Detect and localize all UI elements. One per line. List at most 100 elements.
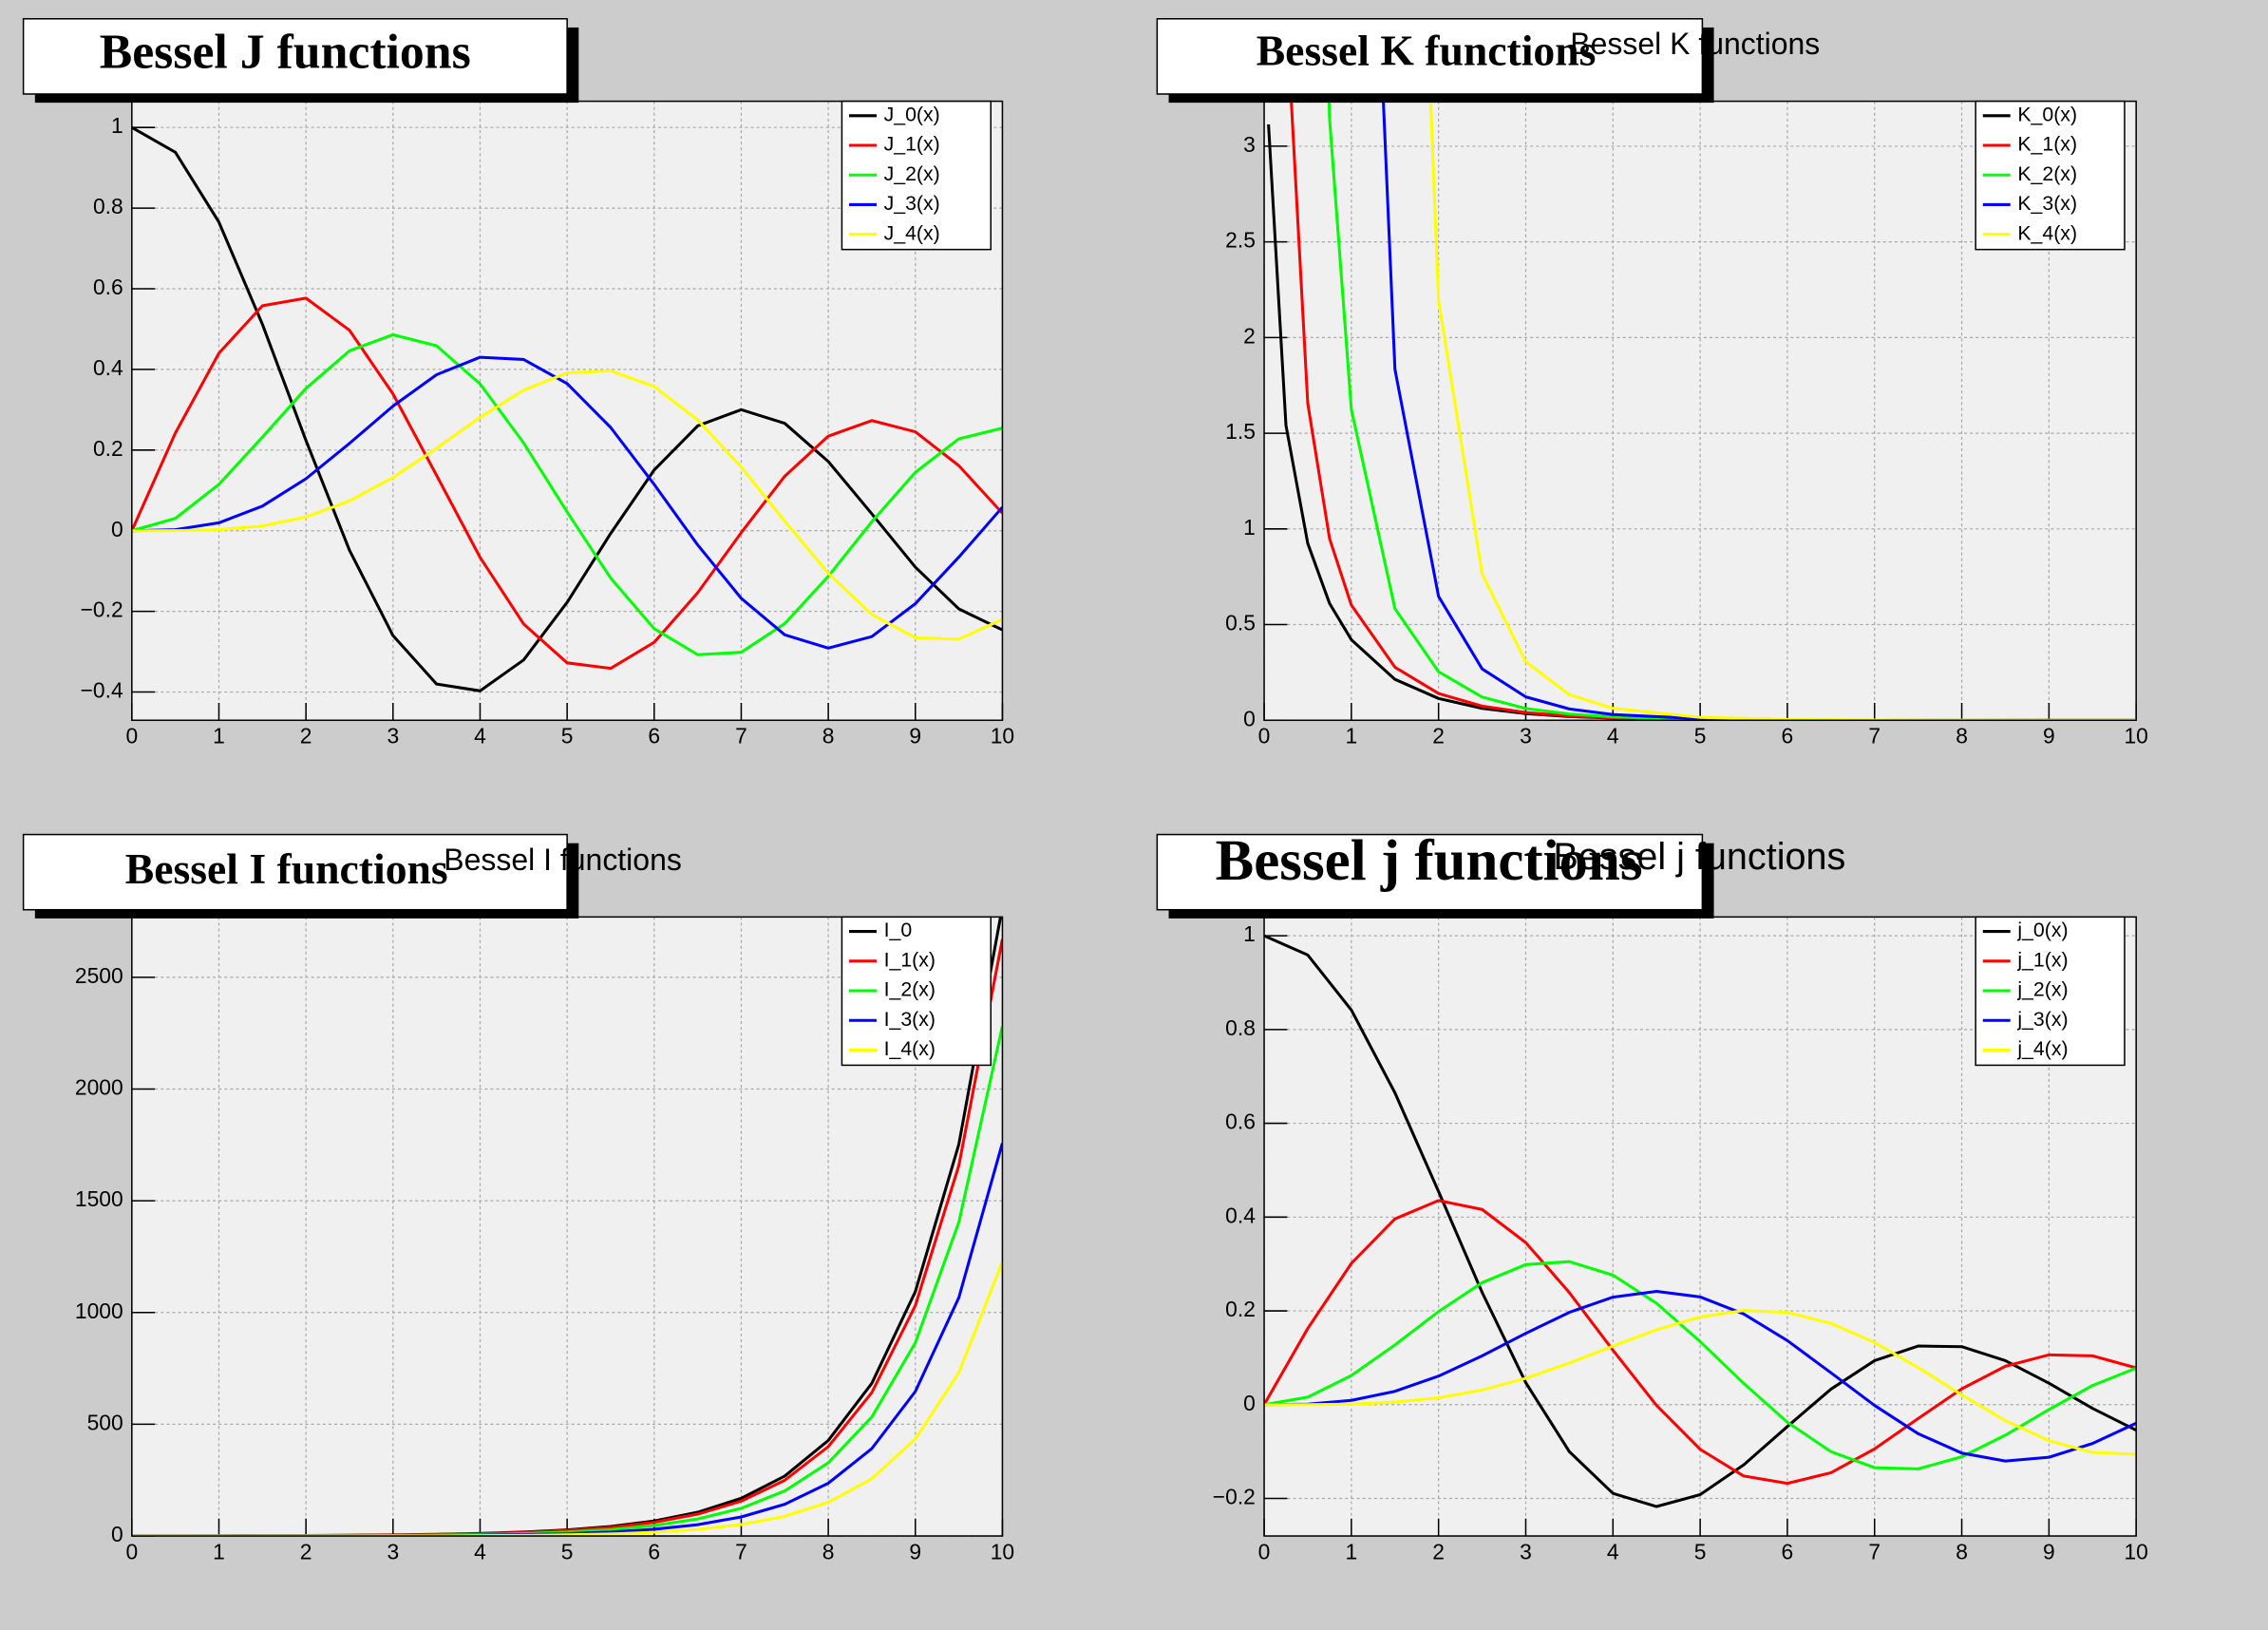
y-tick-label: 1 [111,113,123,138]
legend-label: J_1(x) [884,133,940,156]
chart-title: Bessel I functions [125,844,448,893]
x-tick-label: 9 [909,1539,921,1564]
x-tick-label: 5 [1694,724,1707,749]
x-tick-label: 4 [1607,1539,1619,1564]
chart-subtitle: Bessel I functions [444,843,682,877]
x-tick-label: 6 [648,1539,660,1564]
legend-label: K_2(x) [2017,162,2077,185]
x-tick-label: 5 [1694,1539,1707,1564]
y-tick-label: 1.5 [1225,419,1256,444]
legend-label: I_4(x) [884,1037,936,1060]
x-tick-label: 7 [735,724,747,749]
x-tick-label: 0 [1258,724,1271,749]
legend-label: K_0(x) [2017,103,2077,125]
y-tick-label: 0.4 [1225,1203,1256,1227]
y-tick-label: 0.8 [1225,1015,1256,1040]
x-tick-label: 0 [125,724,138,749]
x-tick-label: 5 [561,724,574,749]
x-tick-label: 8 [822,1539,835,1564]
x-tick-label: 0 [125,1539,138,1564]
legend-label: I_1(x) [884,948,936,971]
chart-pad: 0 1 2 3 4 5 6 7 8 9 10 −0.4 −0.2 0 0.2 0.4 0.6 0.8 1 J_0(x)… [22,18,1014,749]
x-tick-label: 8 [1956,1539,1968,1564]
legend-label: j_2(x) [2016,978,2068,1001]
legend-label: K_3(x) [2017,192,2077,215]
series-line [131,355,1003,650]
x-tick-label: 2 [1432,724,1445,749]
plot-lines [131,125,1003,692]
x-tick-label: 8 [822,724,835,749]
series-line [1264,1199,2137,1486]
x-tick-label: 2 [1432,1539,1445,1564]
y-tick-label: 1500 [75,1186,123,1211]
legend-label: j_4(x) [2016,1037,2068,1060]
series-line [1264,934,2137,1508]
x-tick-label: 6 [1782,1539,1794,1564]
chart-subtitle: Bessel K functions [1570,27,1820,61]
x-tick-label: 1 [1345,1539,1357,1564]
x-tick-label: 2 [300,1539,312,1564]
chart-subtitle: Bessel j functions [1553,836,1845,878]
x-tick-label: 10 [2124,724,2147,749]
y-tick-label: 0.2 [93,436,123,461]
legend-label: K_1(x) [2017,133,2077,156]
series-line [131,296,1003,671]
x-tick-label: 10 [991,724,1014,749]
x-tick-label: 8 [1956,724,1968,749]
chart-title: Bessel j functions [1216,829,1643,893]
y-tick-label: 0.2 [1225,1297,1256,1321]
y-tick-label: 0 [111,1522,123,1546]
y-tick-label: 0.4 [93,355,123,380]
x-tick-label: 7 [1868,1539,1881,1564]
legend-label: j_3(x) [2016,1008,2068,1031]
x-tick-label: 3 [387,724,399,749]
legend-label: I_3(x) [884,1008,936,1031]
y-tick-label: 0.6 [93,275,123,299]
legend-label: I_2(x) [884,978,936,1001]
legend-label: j_1(x) [2016,948,2068,971]
series-line [1264,1260,2137,1470]
legend-label: J_3(x) [884,192,940,215]
legend: J_0(x) J_1(x) J_2(x) J_3(x) J_4(x) [841,100,992,251]
y-tick-label: 2000 [75,1075,123,1100]
x-tick-label: 6 [648,724,660,749]
chart-pad: 0 1 2 3 4 5 6 7 8 9 10 −0.2 0 0.2 0.4 0.6 0.8 1 j_0(x) j_1(… [1156,829,2148,1564]
title-box [22,18,568,95]
legend-label: K_4(x) [2017,221,2077,244]
y-tick-label: 500 [87,1410,123,1434]
y-tick-label: 1 [1243,515,1256,540]
x-tick-label: 4 [1607,724,1619,749]
x-tick-label: 10 [2124,1539,2147,1564]
y-tick-label: −0.2 [81,597,123,622]
title-box [22,833,568,911]
legend-label: J_2(x) [884,162,940,185]
y-tick-label: 0.6 [1225,1109,1256,1134]
y-tick-label: 0 [1243,1391,1256,1415]
title-box [1156,833,1704,911]
chart-title: Bessel K functions [1257,26,1597,74]
x-tick-label: 1 [213,724,225,749]
series-line [131,332,1003,656]
legend: I_0 I_1(x) I_2(x) I_3(x) I_4(x) [841,916,992,1067]
x-tick-label: 1 [213,1539,225,1564]
y-tick-label: 0 [1243,706,1256,730]
x-tick-label: 9 [909,724,921,749]
x-tick-label: 3 [1520,724,1532,749]
legend: j_0(x) j_1(x) j_2(x) j_3(x) j_4(x) [1975,916,2126,1067]
y-tick-label: 2500 [75,963,123,988]
x-tick-label: 2 [300,724,312,749]
y-tick-label: 1000 [75,1298,123,1323]
y-tick-label: 2.5 [1225,228,1256,253]
legend-label: J_4(x) [884,221,940,244]
y-tick-label: 1 [1243,921,1256,946]
y-tick-label: 0.8 [93,194,123,218]
x-tick-label: 3 [387,1539,399,1564]
y-tick-label: 0 [111,517,123,541]
x-tick-label: 4 [474,724,486,749]
x-tick-label: 9 [2043,1539,2055,1564]
x-tick-label: 5 [561,1539,574,1564]
y-tick-label: −0.4 [81,678,123,703]
y-tick-label: 2 [1243,323,1256,348]
x-tick-label: 4 [474,1539,486,1564]
